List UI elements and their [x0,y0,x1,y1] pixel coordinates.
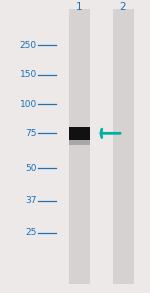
Bar [112,9,134,284]
Text: 75: 75 [25,129,37,138]
Text: 1: 1 [76,2,83,12]
Text: 25: 25 [25,229,37,237]
Text: 37: 37 [25,196,37,205]
Bar [69,127,90,140]
Text: 250: 250 [20,41,37,50]
Text: 2: 2 [120,2,126,12]
Text: 100: 100 [20,100,37,108]
Text: 50: 50 [25,164,37,173]
Text: 150: 150 [20,70,37,79]
Bar [69,140,90,145]
Bar [69,9,90,284]
